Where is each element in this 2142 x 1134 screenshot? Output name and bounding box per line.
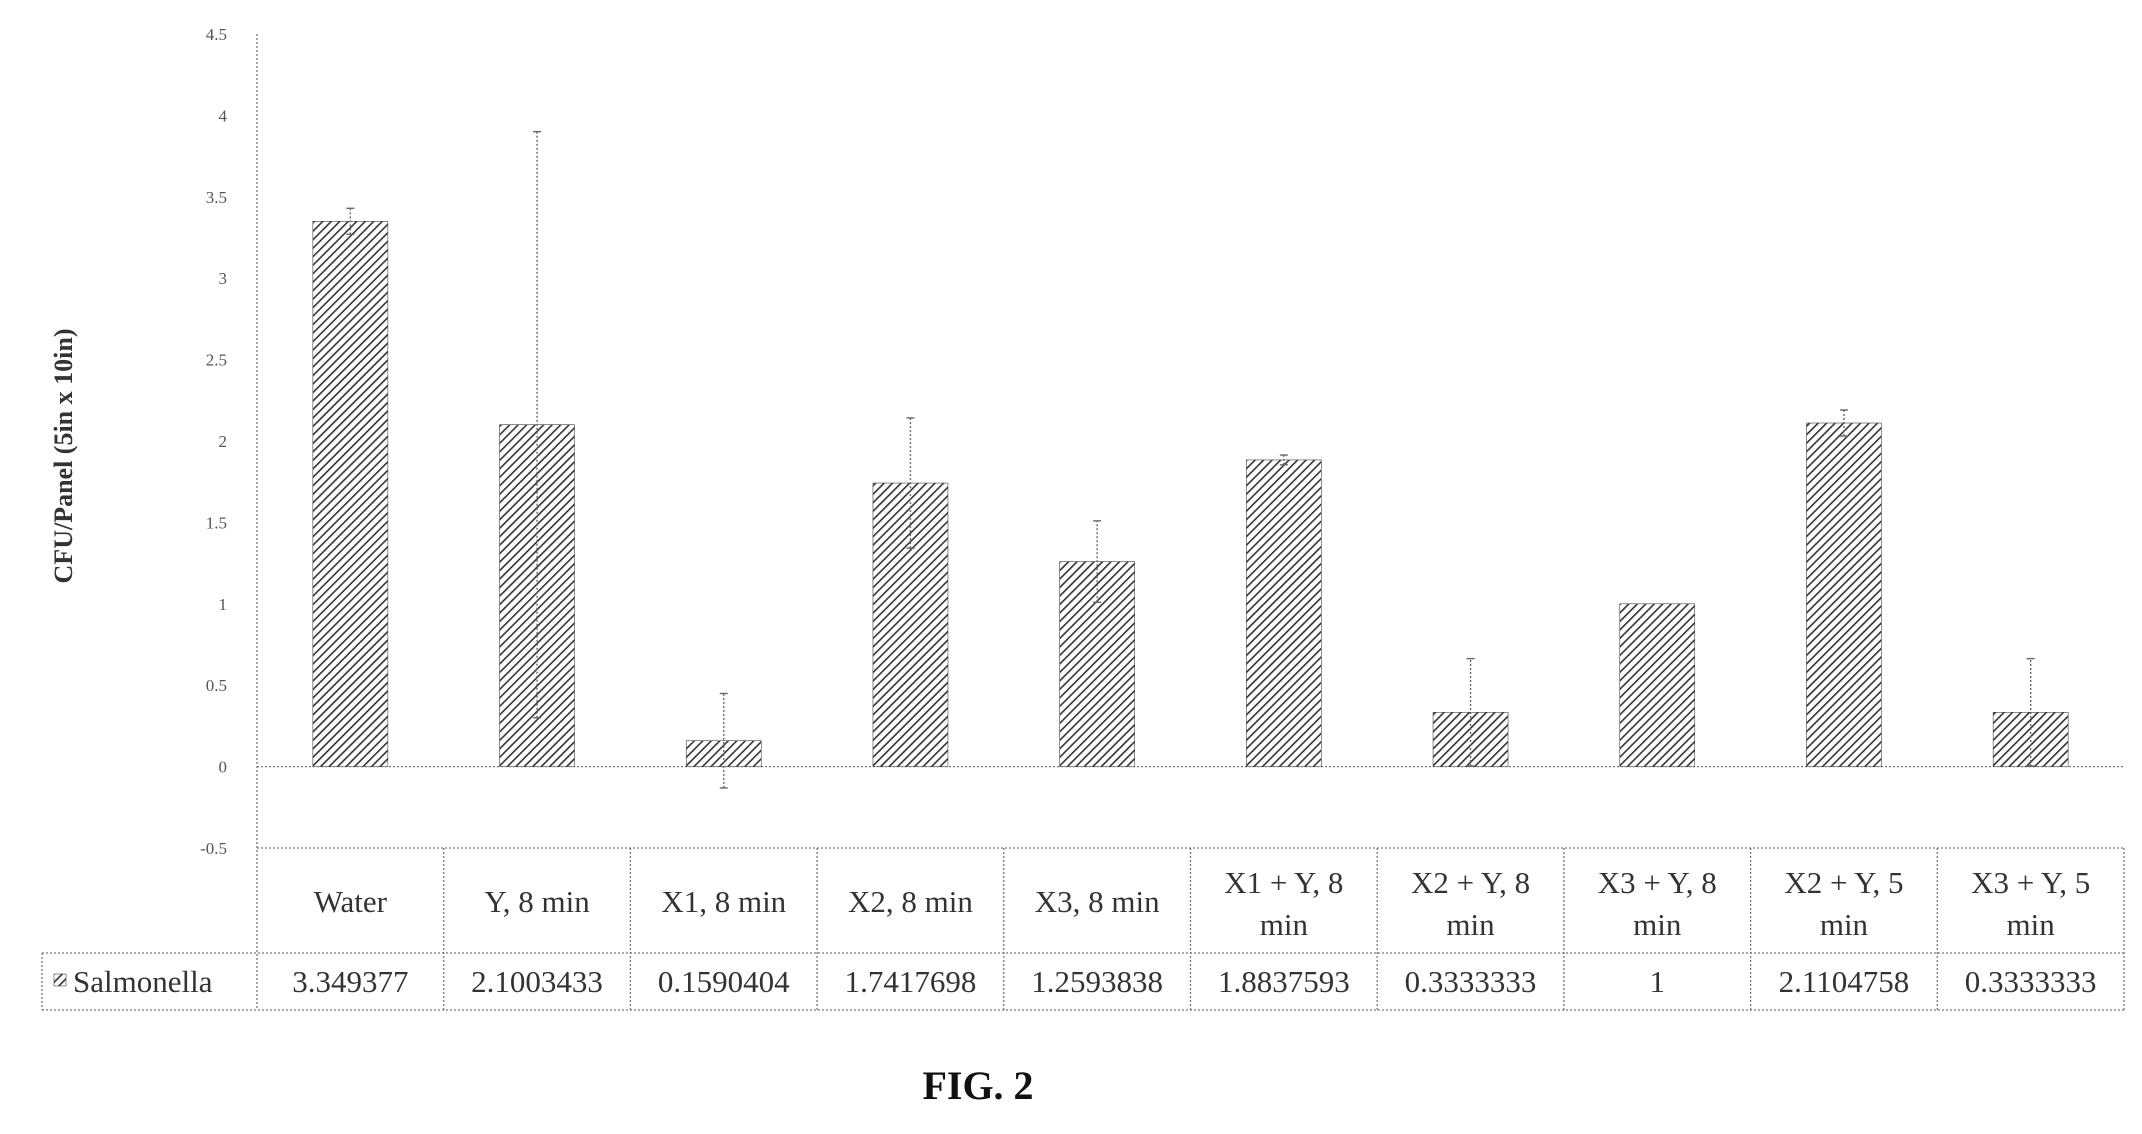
category-label: X3 + Y, 8	[1598, 865, 1717, 900]
plot-frame	[256, 34, 2124, 1010]
data-label: 2.1003433	[471, 964, 603, 999]
y-axis-title: CFU/Panel (5in x 10in)	[49, 329, 78, 584]
data-label: 1.2593838	[1031, 964, 1163, 999]
bar	[1619, 603, 1696, 767]
category-label: min	[1260, 907, 1309, 942]
y-tick-label: 2	[219, 432, 228, 451]
category-label: min	[1633, 907, 1682, 942]
y-tick-label: 3.5	[206, 188, 227, 207]
category-label: min	[1820, 907, 1869, 942]
y-tick-label: 4.5	[206, 25, 227, 44]
category-label: X2, 8 min	[848, 884, 973, 919]
data-label: 1	[1650, 964, 1666, 999]
error-bars	[346, 130, 2035, 789]
data-label: 3.349377	[292, 964, 408, 999]
category-label: min	[2007, 907, 2056, 942]
category-label: X1 + Y, 8	[1224, 865, 1343, 900]
data-table: Water Y, 8 min X1, 8 min X2, 8 min X3, 8 min…	[41, 847, 2125, 1011]
bar	[1059, 561, 1135, 767]
bar	[312, 221, 389, 767]
category-label: X3 + Y, 5	[1971, 865, 2090, 900]
y-tick-label: 0	[219, 758, 228, 777]
data-label: 1.7417698	[845, 964, 977, 999]
category-label: X1, 8 min	[661, 884, 786, 919]
y-tick-label: -0.5	[200, 839, 227, 858]
legend-key	[53, 973, 67, 987]
data-label: 0.3333333	[1405, 964, 1537, 999]
y-tick-label: 1.5	[206, 513, 227, 532]
category-label: X2 + Y, 5	[1784, 865, 1903, 900]
bar	[1246, 459, 1322, 767]
series-label: Salmonella	[73, 964, 213, 999]
y-tick-label: 0.5	[206, 676, 227, 695]
bar-chart: 4.5 4 3.5 3 2.5 2 1.5 1 0.5 0 -0.5 CFU/Panel (5in …	[41, 25, 2125, 1011]
data-label: 0.1590404	[658, 964, 790, 999]
category-label: min	[1446, 907, 1495, 942]
data-label: 2.1104758	[1779, 964, 1910, 999]
y-tick-label: 2.5	[206, 351, 227, 370]
category-label: X3, 8 min	[1035, 884, 1160, 919]
data-label: 1.8837593	[1218, 964, 1350, 999]
bar	[1806, 422, 1882, 767]
y-axis-ticks: 4.5 4 3.5 3 2.5 2 1.5 1 0.5 0 -0.5	[200, 25, 227, 858]
bars	[312, 221, 2069, 767]
category-label: Y, 8 min	[484, 884, 590, 919]
y-tick-label: 4	[219, 106, 228, 125]
bar	[872, 482, 949, 767]
y-tick-label: 3	[219, 269, 228, 288]
data-label: 0.3333333	[1965, 964, 2097, 999]
y-tick-label: 1	[219, 595, 228, 614]
category-label: Water	[314, 884, 388, 919]
figure-caption: FIG. 2	[922, 1063, 1034, 1108]
category-label: X2 + Y, 8	[1411, 865, 1530, 900]
